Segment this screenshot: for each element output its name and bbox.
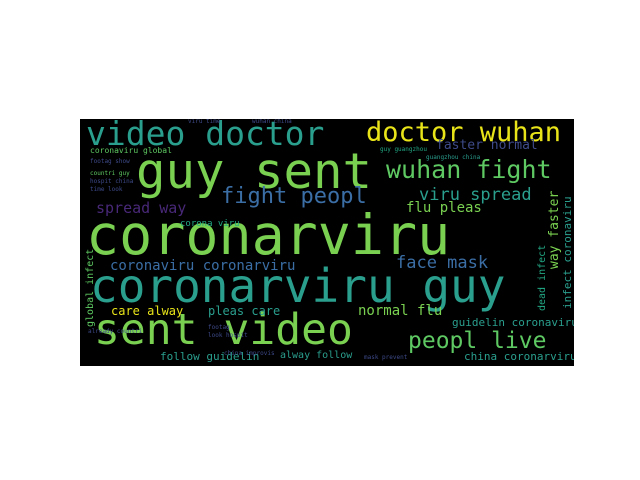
word-infect-coronaviru: infect coronaviru bbox=[561, 196, 574, 309]
word-normal-flu: normal flu bbox=[358, 303, 443, 319]
word-flu-pleas: flu pleas bbox=[406, 200, 482, 216]
word-footag: footag bbox=[208, 324, 230, 331]
word-guangzhou-china: guangzhou china bbox=[426, 154, 481, 161]
word-coronaviru-global: coronaviru global bbox=[90, 146, 172, 155]
word-china-coronarviru: china coronarviru bbox=[464, 350, 574, 363]
word-alway-follow: alway follow bbox=[280, 350, 353, 361]
word-cloud: video doctor doctor wuhan guy sent wuhan… bbox=[80, 119, 574, 366]
word-guidelin-coronaviru: guidelin coronaviru bbox=[452, 316, 574, 329]
word-global-infect: global infect bbox=[85, 248, 96, 327]
word-sent-video: sent video bbox=[94, 305, 353, 355]
word-faster-normal: faster normal bbox=[436, 138, 538, 153]
word-footag-show: footag show bbox=[90, 158, 130, 165]
word-already-countri: already countri bbox=[88, 328, 143, 335]
word-spread-way: spread way bbox=[96, 199, 187, 217]
word-video-doctor: video doctor bbox=[86, 119, 325, 153]
word-coronarviru-guy: coronarviru guy bbox=[90, 259, 506, 313]
word-viru-time: viru time bbox=[188, 119, 221, 125]
word-guy-guangzhou: guy guangzhou bbox=[380, 146, 427, 153]
word-coronaviru-coronarviru: coronaviru coronarviru bbox=[110, 258, 296, 274]
word-coronarviru-1: coronarviru bbox=[86, 203, 451, 267]
word-time-look: time look bbox=[90, 186, 123, 193]
word-countri-guy: countri guy bbox=[90, 170, 130, 177]
word-face-mask: face mask bbox=[396, 253, 489, 273]
word-peopl-live: peopl live bbox=[408, 328, 547, 354]
word-follow-guidelin: follow guidelin bbox=[160, 350, 260, 363]
word-pleas-care: pleas care bbox=[208, 304, 281, 318]
word-way-faster: way faster bbox=[547, 190, 562, 269]
word-wuhan-fight: wuhan fight bbox=[386, 155, 552, 184]
word-mask-prevent: mask prevent bbox=[364, 354, 408, 361]
word-wuhan-china: wuhan china bbox=[252, 119, 292, 125]
word-china-improvis: china improvis bbox=[224, 350, 275, 357]
word-doctor-wuhan: doctor wuhan bbox=[366, 119, 562, 148]
word-hospit-china: hospit china bbox=[90, 178, 134, 185]
word-look-hospit: look hospit bbox=[208, 332, 248, 339]
word-corona-viru: corona viru bbox=[180, 219, 240, 229]
word-guy-sent: guy sent bbox=[136, 143, 373, 200]
word-viru-spread: viru spread bbox=[419, 185, 532, 205]
word-dead-infect: dead infect bbox=[537, 244, 548, 311]
word-care-alway: care alway bbox=[111, 304, 184, 318]
word-fight-peopl: fight peopl bbox=[221, 184, 367, 209]
